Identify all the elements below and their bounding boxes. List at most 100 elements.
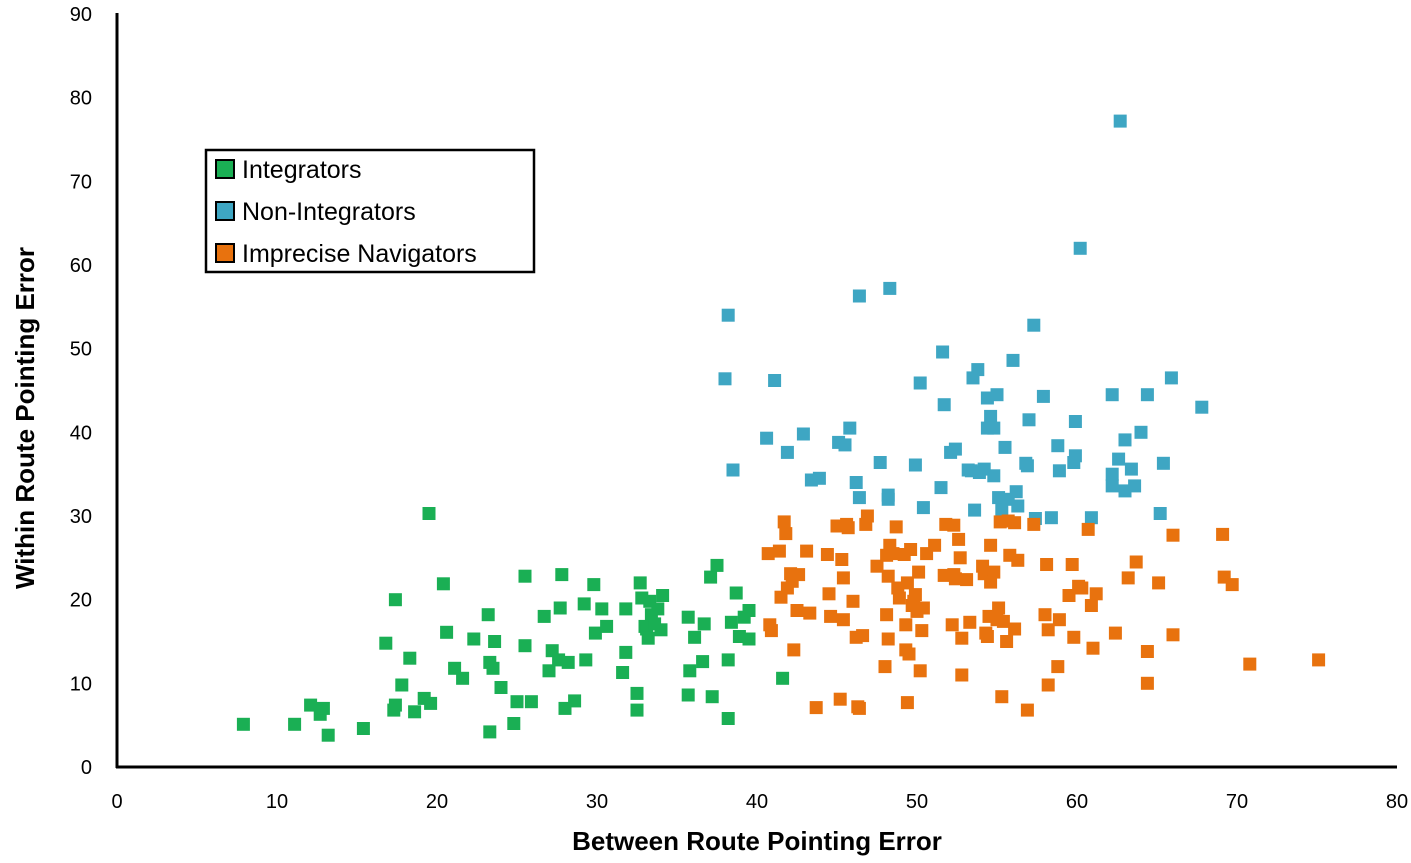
data-point [849, 476, 863, 489]
x-tick-label: 80 [1386, 791, 1408, 813]
data-point [422, 507, 436, 520]
data-point [1008, 516, 1022, 530]
data-point [984, 409, 998, 423]
x-tick-label: 0 [111, 791, 122, 813]
data-point [518, 569, 532, 583]
data-point [873, 456, 887, 469]
y-tick-label: 50 [70, 339, 92, 361]
legend-marker [215, 159, 235, 179]
data-point [899, 618, 913, 632]
data-point [856, 629, 870, 643]
data-point [1011, 499, 1025, 513]
data-point [1067, 630, 1081, 644]
data-point [726, 463, 740, 477]
data-point [768, 374, 782, 387]
data-point [721, 712, 735, 725]
data-point [742, 604, 756, 617]
data-point [787, 643, 801, 657]
data-point [945, 618, 959, 632]
data-point [883, 281, 897, 295]
data-point [483, 725, 497, 739]
data-point [588, 626, 602, 640]
data-point [710, 558, 724, 572]
data-point [881, 488, 895, 502]
data-point [968, 503, 982, 517]
data-point [1166, 528, 1180, 542]
data-point [1065, 558, 1079, 571]
data-point [948, 442, 962, 456]
data-point [388, 593, 402, 607]
data-point [1073, 241, 1087, 255]
y-tick-label: 30 [70, 506, 92, 528]
data-point [1084, 599, 1098, 612]
data-point [1112, 452, 1126, 466]
series-integrators [236, 507, 790, 742]
data-point [987, 469, 1001, 483]
data-point [916, 501, 930, 515]
data-point [852, 701, 866, 715]
legend-box [204, 148, 536, 274]
data-point [1081, 522, 1095, 536]
data-point [1040, 558, 1054, 571]
data-point [852, 491, 866, 505]
data-point [881, 569, 895, 583]
data-point [900, 576, 914, 590]
data-point [696, 655, 710, 669]
data-point [1020, 703, 1034, 717]
data-point [838, 438, 852, 452]
data-point [1022, 413, 1036, 427]
data-point [937, 398, 951, 412]
y-axis-title: Within Route Pointing Error [10, 247, 40, 589]
data-point [568, 694, 582, 708]
data-point [792, 568, 806, 582]
data-point [1011, 553, 1025, 567]
data-point [1118, 433, 1132, 447]
y-tick-label: 70 [70, 171, 92, 193]
data-point [403, 651, 417, 665]
data-point [1041, 678, 1055, 692]
data-point [822, 587, 836, 601]
data-point [796, 427, 810, 441]
data-point [683, 664, 697, 678]
data-point [481, 608, 495, 622]
x-tick-label: 40 [746, 791, 768, 813]
x-tick-label: 60 [1066, 791, 1088, 813]
data-point [963, 615, 977, 629]
data-point [987, 421, 1001, 435]
data-point [936, 345, 950, 359]
data-point [456, 671, 470, 685]
series-imprecise-navigators [761, 509, 1326, 717]
data-point [1134, 425, 1148, 439]
data-point [812, 471, 826, 485]
data-point [467, 632, 481, 646]
y-tick-label: 0 [81, 757, 92, 779]
data-point [1105, 479, 1119, 493]
data-point [579, 653, 593, 667]
data-point [1312, 653, 1326, 667]
data-point [912, 565, 926, 579]
data-point [996, 614, 1010, 628]
data-point [984, 575, 998, 589]
y-tick-label: 20 [70, 590, 92, 612]
data-point [1156, 456, 1170, 470]
legend-label: Integrators [242, 156, 362, 184]
data-point [1113, 114, 1127, 128]
data-point [542, 664, 556, 678]
data-point [998, 440, 1012, 454]
data-point [886, 547, 900, 561]
data-point [913, 376, 927, 390]
data-point [955, 631, 969, 645]
legend-label: Imprecise Navigators [242, 240, 477, 268]
data-point [1140, 388, 1154, 402]
data-point [555, 568, 569, 582]
legend: Integrators Non-Integrators Imprecise Navi… [204, 148, 536, 274]
data-point [486, 661, 500, 675]
data-point [577, 597, 591, 611]
data-point [1068, 415, 1082, 428]
data-point [776, 671, 790, 685]
data-point [992, 601, 1006, 615]
series-non-integrators [718, 114, 1209, 525]
data-point [908, 588, 922, 602]
data-point [697, 617, 711, 631]
data-point [809, 701, 823, 715]
